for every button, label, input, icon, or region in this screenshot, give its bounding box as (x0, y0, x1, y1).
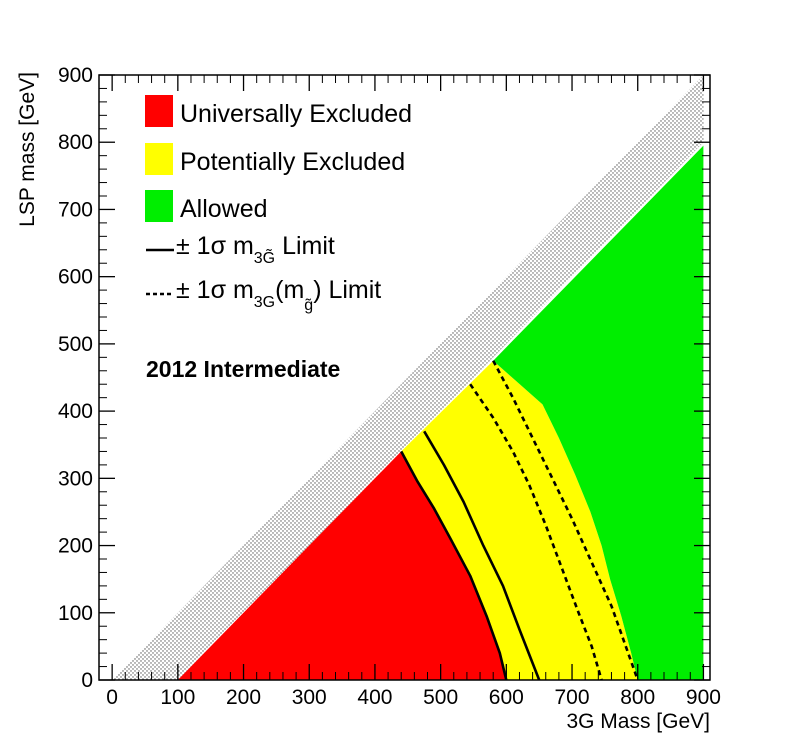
x-tick-label: 100 (160, 686, 195, 709)
y-tick-label: 300 (58, 467, 93, 490)
regions-layer (112, 75, 704, 681)
x-tick-label: 300 (292, 686, 327, 709)
x-tick-label: 900 (686, 686, 721, 709)
region-universally-excluded (177, 451, 507, 680)
legend-entry-2: Potentially Excluded (145, 143, 405, 176)
legend-swatch (145, 95, 173, 127)
limits-layer (400, 360, 639, 681)
legend-label: Potentially Excluded (180, 148, 405, 176)
chart-annotation: 2012 Intermediate (146, 356, 340, 382)
ticks-layer: 0 100 200 300 400 500 600 700 800 900 0 100 200 300 40… (58, 64, 721, 709)
limit-line-2-solid (423, 430, 541, 681)
legend-entry-5: ± 1σ m3G(mg̃) Limit (146, 276, 381, 314)
legend-entry-1: Universally Excluded (145, 95, 412, 128)
x-tick-label: 200 (226, 686, 261, 709)
x-tick-label: 800 (620, 686, 655, 709)
legend-label: ± 1σ m3G(mg̃) Limit (176, 276, 381, 314)
legend-label: Universally Excluded (180, 100, 412, 128)
y-tick-label: 700 (58, 198, 93, 221)
limit-line-4-dashed (492, 360, 639, 681)
legend-label: ± 1σ m3G̃ Limit (176, 232, 335, 267)
y-tick-label: 600 (58, 266, 93, 289)
legend: Universally Excluded Potentially Excluded… (145, 95, 412, 314)
x-tick-label: 600 (489, 686, 524, 709)
region-potentially-excluded (401, 360, 638, 680)
y-tick-label: 100 (58, 602, 93, 625)
y-tick-label: 900 (58, 64, 93, 87)
x-tick-label: 400 (357, 686, 392, 709)
forbidden-hatched-band (112, 75, 704, 680)
region-allowed (493, 145, 704, 681)
x-tick-label: 500 (423, 686, 458, 709)
plot-frame (98, 74, 711, 681)
legend-swatch (145, 143, 173, 175)
y-tick-label: 500 (58, 333, 93, 356)
y-tick-label: 400 (58, 400, 93, 423)
limit-line-1-solid (400, 450, 508, 681)
plot-border (98, 74, 711, 681)
x-tick-label: 0 (106, 686, 118, 709)
x-axis-label: 3G Mass [GeV] (566, 710, 710, 733)
legend-swatch (145, 190, 173, 222)
y-tick-label: 0 (81, 669, 93, 692)
y-tick-label: 200 (58, 535, 93, 558)
legend-entry-4: ± 1σ m3G̃ Limit (146, 232, 335, 267)
y-tick-label: 800 (58, 131, 93, 154)
legend-entry-3: Allowed (145, 190, 268, 223)
y-axis-label: LSP mass [GeV] (16, 72, 39, 227)
legend-label: Allowed (180, 195, 268, 223)
x-tick-label: 700 (555, 686, 590, 709)
